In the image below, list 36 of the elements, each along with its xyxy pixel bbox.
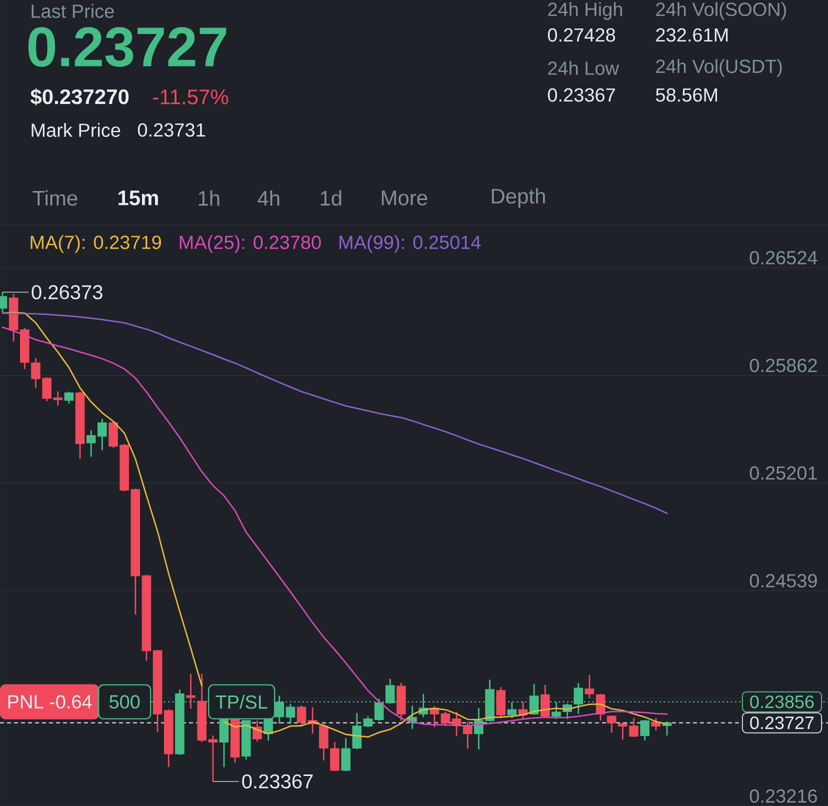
text: 1h xyxy=(198,190,220,206)
annotation: 0.23856 xyxy=(750,695,814,708)
text: 0.27428 xyxy=(548,28,616,42)
annotation: 0.26373 xyxy=(32,285,102,300)
text: Last Price xyxy=(32,4,114,18)
text: 0.23727 xyxy=(28,27,226,67)
text: 24h Vol(USDT) xyxy=(656,59,782,77)
y-tick-label: 0.25201 xyxy=(750,466,817,480)
text: 24h High xyxy=(548,2,622,20)
text: 58.56M xyxy=(656,88,717,102)
text: -11.57% xyxy=(153,90,228,104)
annotation: 0.23367 xyxy=(242,774,313,788)
text: 1d xyxy=(320,190,342,206)
text: 0.23367 xyxy=(548,88,615,102)
text: MA(25): 0.23780 xyxy=(180,235,321,253)
text: More xyxy=(382,190,428,206)
text: Depth xyxy=(492,188,545,208)
y-tick-label: 0.23216 xyxy=(750,789,817,803)
text: 15m xyxy=(118,190,158,206)
text: 0.23731 xyxy=(138,123,205,137)
text: Mark Price xyxy=(32,123,120,137)
text: MA(7): 0.23719 xyxy=(30,235,161,253)
text: $0.237270 xyxy=(30,88,129,106)
text: 24h Low xyxy=(548,61,620,75)
text: MA(99): 0.25014 xyxy=(340,235,481,253)
annotation: 0.23727 xyxy=(750,716,814,730)
y-tick-label: 0.24539 xyxy=(750,574,817,588)
annotation: PNL -0.64 xyxy=(8,695,92,709)
annotation: 500 xyxy=(110,695,140,709)
text: 232.61M xyxy=(656,28,728,42)
y-tick-label: 0.26524 xyxy=(750,250,818,264)
y-tick-label: 0.25862 xyxy=(750,358,817,372)
text: Time xyxy=(32,190,78,206)
text: 24h Vol(SOON) xyxy=(656,2,786,20)
annotation: TP/SL xyxy=(216,694,268,709)
text: 4h xyxy=(258,190,280,206)
